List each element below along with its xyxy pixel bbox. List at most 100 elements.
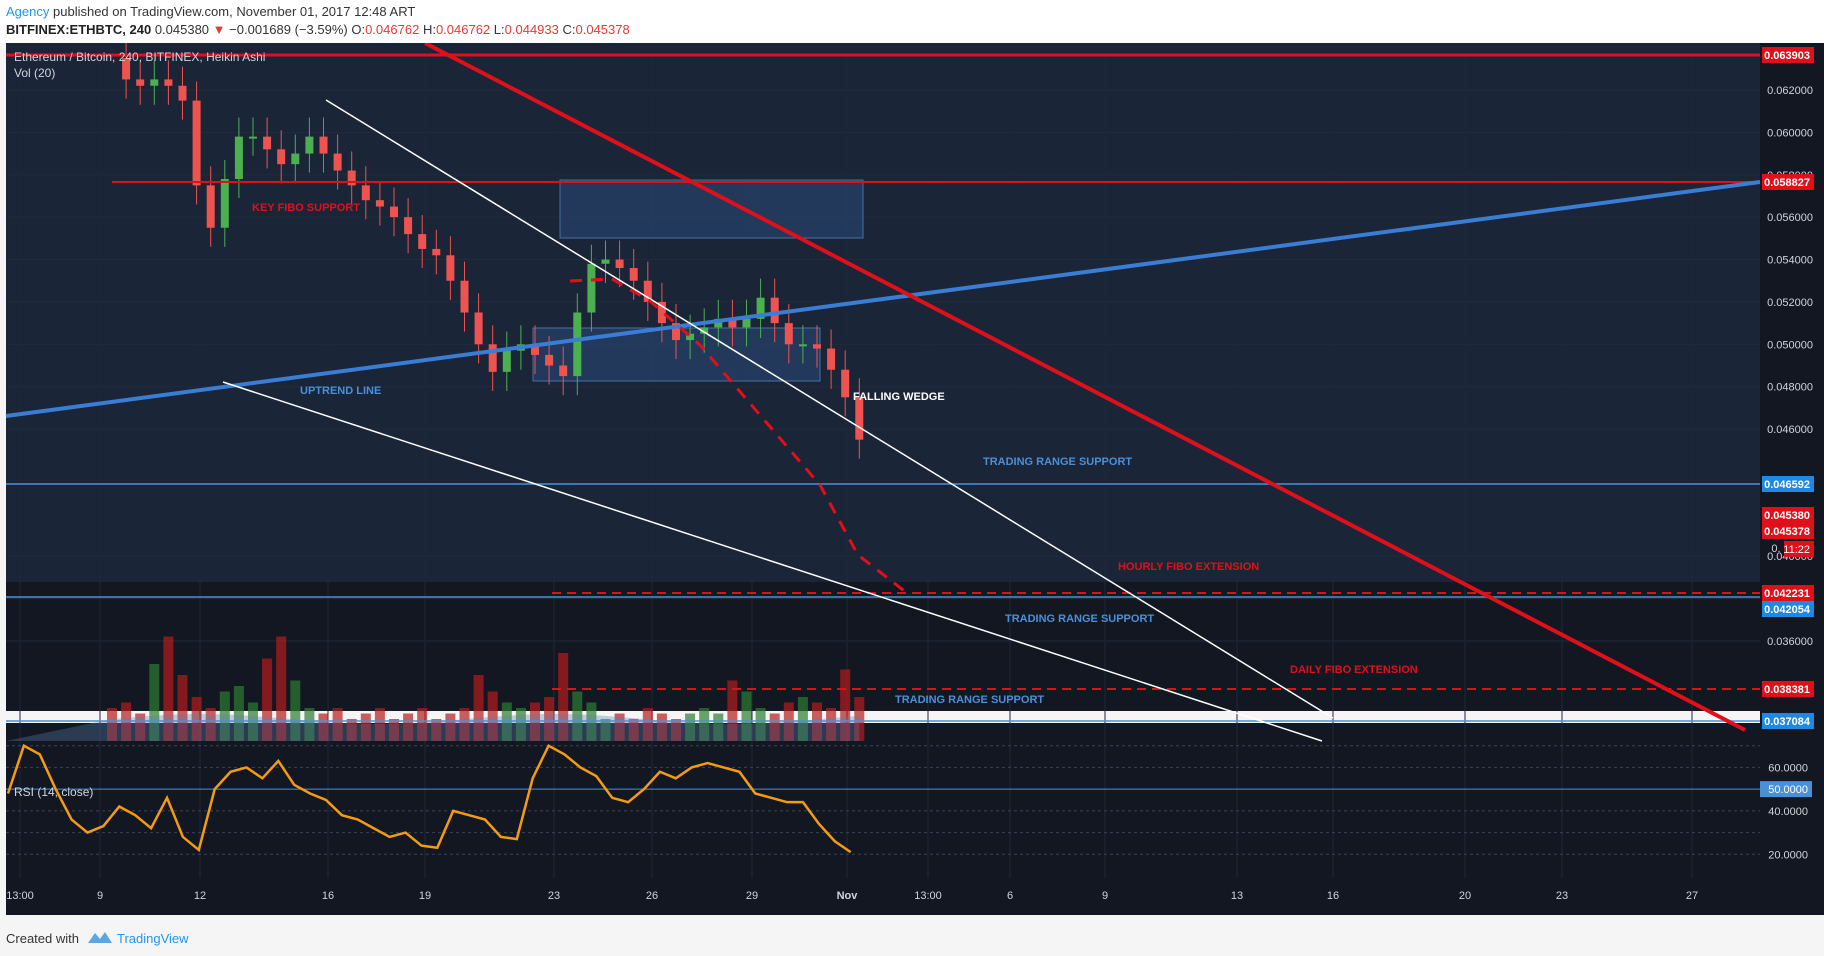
y-tick-label-7: 0.048000 [1767,382,1813,394]
annotation-0: KEY FIBO SUPPORT [252,202,360,214]
tradingview-link[interactable]: TradingView [117,931,189,946]
rsi-series-line [6,743,852,854]
candle-body-14 [305,136,314,154]
upper-range-box [559,179,864,239]
candle-body-8 [220,179,229,228]
candle-body-52 [841,369,850,398]
candle-body-21 [404,217,413,235]
rsi-tick-label-2: 40.0000 [1768,806,1808,818]
rsi-pane-background [6,723,1760,878]
x-tick-label-7: 29 [746,890,758,902]
chart-title: Ethereum / Bitcoin, 240, BITFINEX, Heiki… [14,50,265,64]
volume-bar-32 [558,653,569,741]
footer: Created with TradingView [0,918,1824,956]
published-text: published on TradingView.com, November 0… [53,4,416,19]
ohlc-close-value: 0.045378 [575,22,630,37]
x-tick-label-8: Nov [837,890,859,902]
price-tag-label-2: 0.046592 [1764,479,1810,491]
candle-body-1 [122,58,131,80]
volume-bar-6 [191,697,202,741]
candle-body-2 [136,79,145,86]
tradingview-logo-icon [88,932,112,943]
candle-body-30 [531,344,539,355]
volume-bar-18 [360,713,371,741]
candle-body-24 [446,255,455,281]
volume-bar-44 [727,680,738,741]
rsi-tick-label-1: 50.0000 [1768,784,1808,796]
price-tag-2 [1762,476,1814,492]
candle-body-17 [347,170,356,186]
gridlines [6,43,1760,878]
price-chart[interactable]: KEY FIBO SUPPORT UPTREND LINE FALLING WEDG… [0,43,1824,918]
volume-bar-25 [459,708,470,741]
candle-body-26 [474,312,483,345]
volume-bar-33 [572,691,583,741]
annotations: KEY FIBO SUPPORT UPTREND LINE FALLING WEDG… [252,202,1418,706]
time-axis: 13:00 9 12 16 19 23 26 29 Nov 13:00 6 9 13 16 20 23 27 [6,890,1698,902]
volume-bar-5 [177,675,188,741]
volume-bar-23 [431,719,442,741]
x-tick-label-14: 20 [1459,890,1471,902]
y-tick-label-6: 0.050000 [1767,339,1813,351]
wedge-lower-line [222,381,1323,742]
candle-body-40 [672,323,680,341]
volume-bar-51 [826,708,837,741]
candle-body-46 [756,297,765,319]
price-tag-label-6: 0.042054 [1764,604,1811,616]
wedge-upper-line [325,99,1334,719]
countdown-prefix-label: 0. [1771,543,1780,555]
candle-body-41 [686,333,695,341]
volume-bar-14 [304,708,315,741]
change-arrow-icon: ▼ [212,22,226,37]
volume-bar-29 [515,708,526,741]
candle-body-48 [784,323,793,345]
volume-bar-13 [290,680,301,741]
x-tick-label-16: 27 [1686,890,1698,902]
volume-bar-31 [544,697,555,741]
price-tag-label-0: 0.063903 [1764,50,1810,62]
candle-body-39 [657,301,666,324]
price-tag-label-7: 0.038381 [1764,684,1810,696]
candle-body-15 [319,136,328,154]
volume-bar-17 [346,719,357,741]
rsi-tick-label-0: 60.0000 [1768,762,1808,774]
volume-bar-39 [656,713,667,741]
price-change: −0.001689 (−3.59%) [229,22,348,37]
candle-body-9 [234,136,243,180]
candle-body-45 [742,318,751,328]
candle-body-4 [164,79,173,86]
countdown-label: 11:22 [1783,544,1810,556]
candle-body-16 [333,153,342,171]
x-tick-label-15: 23 [1556,890,1568,902]
candle-body-49 [798,344,807,347]
volume-bar-20 [389,719,399,741]
annotation-2: FALLING WEDGE [853,391,945,403]
volume-bar-7 [205,708,216,741]
publisher-link[interactable]: Agency [6,4,50,19]
volume-bar-52 [840,669,851,741]
x-tick-label-10: 6 [1007,890,1013,902]
candle-body-42 [700,327,709,334]
candle-body-25 [460,280,469,313]
candle-body-51 [827,348,836,370]
candle-body-31 [545,354,554,366]
candle-body-44 [728,318,737,328]
volume-bar-43 [713,713,724,741]
candle-body-3 [150,79,159,86]
volume-bar-21 [403,713,414,741]
price-tag-6 [1762,601,1814,617]
volume-bar-16 [332,708,343,741]
candle-body-32 [559,365,568,377]
ohlc-high-value: 0.046762 [435,22,491,37]
candle-body-33 [573,312,582,377]
candle-body-38 [643,280,652,302]
annotation-3: TRADING RANGE SUPPORT [983,456,1132,468]
y-tick-label-1: 0.060000 [1767,127,1813,139]
candle-body-22 [418,234,427,249]
price-axis: 0.0620000.0600000.0580000.0560000.054000… [1760,85,1813,861]
volume-bar-15 [318,713,329,741]
volume-bar-38 [642,708,653,741]
candle-body-43 [714,318,723,328]
time-axis-background [6,878,1824,915]
rsi-line [6,743,852,854]
